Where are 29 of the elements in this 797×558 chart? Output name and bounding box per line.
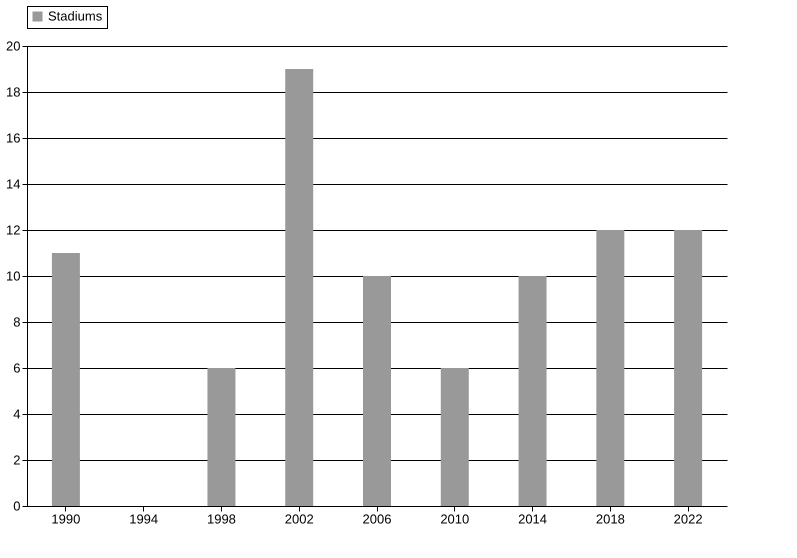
y-tick-label: 0 bbox=[13, 498, 20, 514]
bar bbox=[518, 276, 547, 506]
x-tick-label: 2010 bbox=[440, 512, 470, 526]
bar bbox=[285, 69, 314, 506]
bar bbox=[363, 276, 391, 506]
y-tick-label: 2 bbox=[13, 452, 20, 468]
x-tick-label: 1998 bbox=[206, 512, 236, 526]
y-tick-label: 12 bbox=[6, 222, 20, 238]
y-tick-label: 16 bbox=[6, 130, 20, 146]
y-tick-label: 4 bbox=[13, 406, 20, 422]
x-tick-label: 2002 bbox=[284, 512, 314, 526]
bar bbox=[440, 368, 469, 506]
x-tick-label: 1994 bbox=[129, 512, 158, 526]
bar bbox=[207, 368, 236, 506]
x-tick-label: 2014 bbox=[518, 512, 548, 526]
y-tick-label: 20 bbox=[6, 38, 20, 54]
x-tick-label: 2022 bbox=[674, 512, 703, 526]
x-tick-label: 2018 bbox=[596, 512, 625, 526]
y-tick-label: 10 bbox=[6, 268, 20, 284]
y-tick-label: 8 bbox=[13, 314, 20, 330]
bar bbox=[674, 230, 702, 506]
y-tick-label: 6 bbox=[13, 360, 20, 376]
y-tick-label: 14 bbox=[6, 176, 20, 192]
bar bbox=[52, 253, 80, 506]
legend-label: Stadiums bbox=[48, 8, 103, 24]
x-tick-label: 2006 bbox=[362, 512, 392, 526]
x-tick-label: 1990 bbox=[51, 512, 80, 526]
y-tick-label: 18 bbox=[6, 84, 20, 100]
bar bbox=[596, 230, 624, 506]
